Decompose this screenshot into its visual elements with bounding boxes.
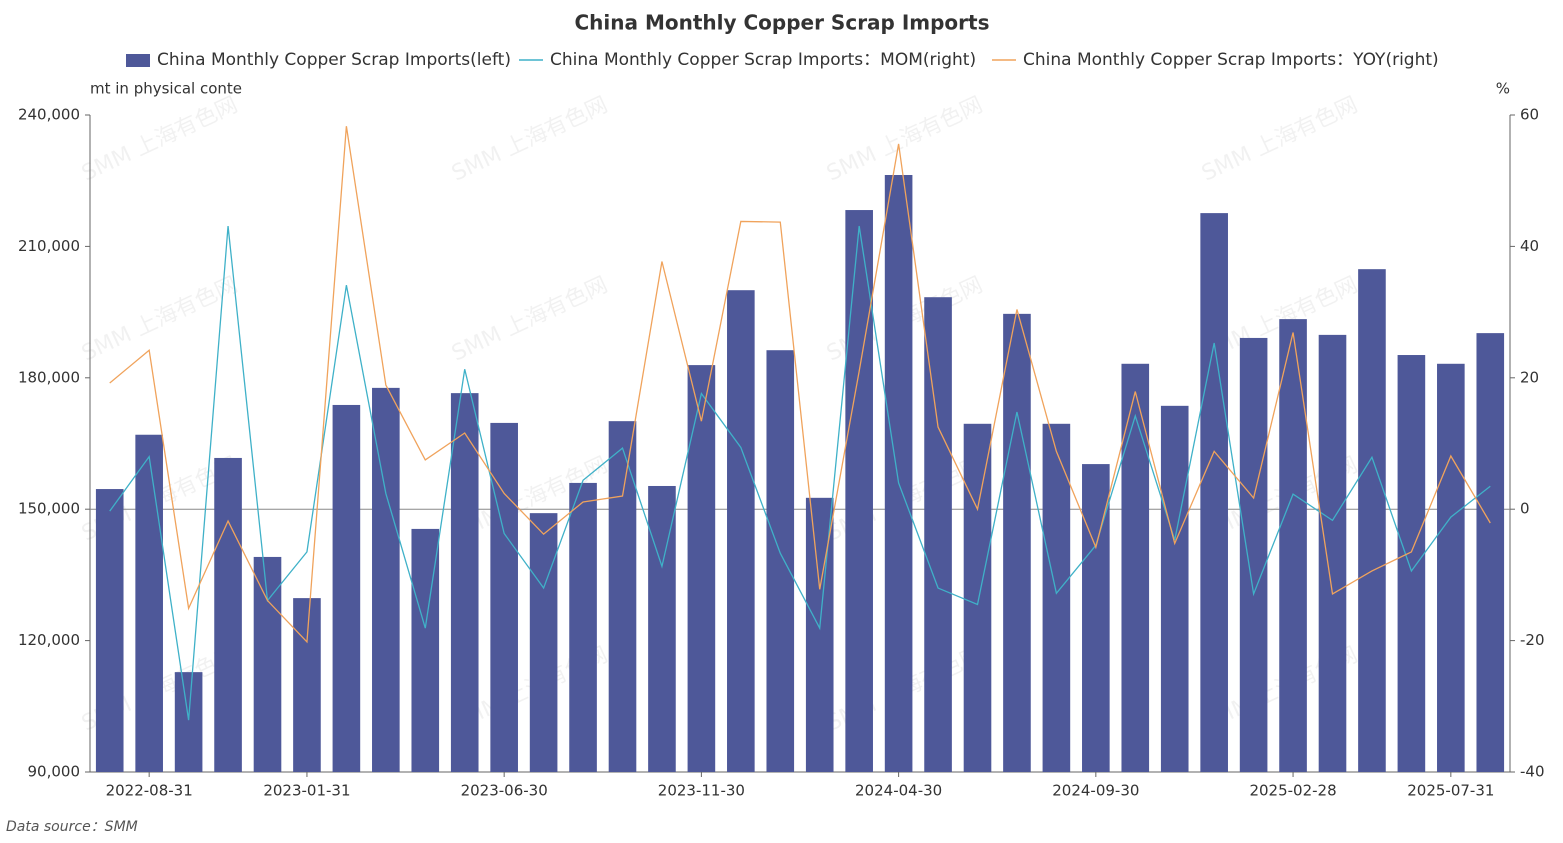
y2-axis-label: % — [1496, 80, 1510, 98]
x-tick-label: 2025-02-28 — [1249, 782, 1336, 800]
y-tick-label: 210,000 — [18, 237, 80, 255]
bar — [253, 556, 282, 772]
watermark: SMM 上海有色网 — [78, 93, 242, 187]
line — [109, 225, 1491, 721]
bar — [529, 513, 558, 772]
legend-label: China Monthly Copper Scrap Imports：YOY(r… — [1023, 50, 1439, 70]
bar — [648, 485, 676, 772]
bar — [214, 457, 242, 772]
bar — [727, 290, 755, 772]
x-tick-label: 2023-11-30 — [658, 782, 745, 800]
x-tick-label: 2025-07-31 — [1407, 782, 1494, 800]
bar — [95, 489, 124, 772]
bar — [1318, 334, 1347, 772]
y-axis-label: mt in physical conte — [90, 80, 242, 98]
y-tick-label: 240,000 — [18, 106, 80, 124]
bar — [1397, 355, 1426, 772]
y2-tick-label: 20 — [1520, 368, 1539, 386]
bar — [1042, 423, 1071, 772]
watermark: SMM 上海有色网 — [78, 273, 242, 367]
bar — [1358, 269, 1386, 772]
bar — [845, 210, 873, 772]
y2-tick-label: 0 — [1520, 500, 1530, 518]
watermark: SMM 上海有色网 — [823, 93, 987, 187]
y2-tick-label: 60 — [1520, 106, 1539, 124]
y-tick-label: 90,000 — [28, 763, 81, 781]
source: Data source：SMM — [6, 819, 138, 835]
x-tick-label: 2024-04-30 — [855, 782, 942, 800]
bar — [332, 404, 361, 772]
x-tick-label: 2024-09-30 — [1052, 782, 1139, 800]
y-tick-label: 180,000 — [18, 368, 80, 386]
y-tick-label: 120,000 — [18, 631, 80, 649]
bar — [490, 422, 518, 772]
bar — [1121, 363, 1150, 772]
bar — [1437, 363, 1465, 772]
line — [109, 126, 1491, 644]
legend-label: China Monthly Copper Scrap Imports(left) — [157, 50, 511, 70]
bar — [1279, 319, 1307, 772]
bar — [924, 297, 952, 772]
chart-title: China Monthly Copper Scrap Imports — [574, 11, 989, 35]
y2-tick-label: -20 — [1520, 631, 1545, 649]
bar — [293, 598, 321, 772]
bar — [805, 497, 834, 772]
bar — [1200, 213, 1228, 772]
bar — [1239, 337, 1268, 772]
watermark: SMM 上海有色网 — [1198, 93, 1362, 187]
x-tick-label: 2022-08-31 — [106, 782, 193, 800]
x-tick-label: 2023-01-31 — [263, 782, 350, 800]
bar — [963, 423, 992, 772]
bar — [372, 387, 400, 772]
bar — [687, 365, 716, 772]
legend-label: China Monthly Copper Scrap Imports：MOM(r… — [550, 50, 976, 70]
y-tick-label: 150,000 — [18, 500, 80, 518]
y2-tick-label: -40 — [1520, 763, 1545, 781]
watermark: SMM 上海有色网 — [448, 93, 612, 187]
bar — [884, 175, 913, 773]
bar — [1160, 405, 1189, 772]
x-tick-label: 2023-06-30 — [461, 782, 548, 800]
bar — [1003, 313, 1031, 772]
bar — [450, 393, 479, 772]
bar — [1476, 333, 1505, 772]
y2-tick-label: 40 — [1520, 237, 1539, 255]
watermark: SMM 上海有色网 — [448, 273, 612, 367]
bar — [766, 350, 795, 772]
bar — [569, 482, 597, 772]
legend-swatch — [126, 54, 150, 67]
bar — [135, 434, 163, 772]
bar — [608, 421, 637, 772]
bar — [174, 672, 203, 772]
